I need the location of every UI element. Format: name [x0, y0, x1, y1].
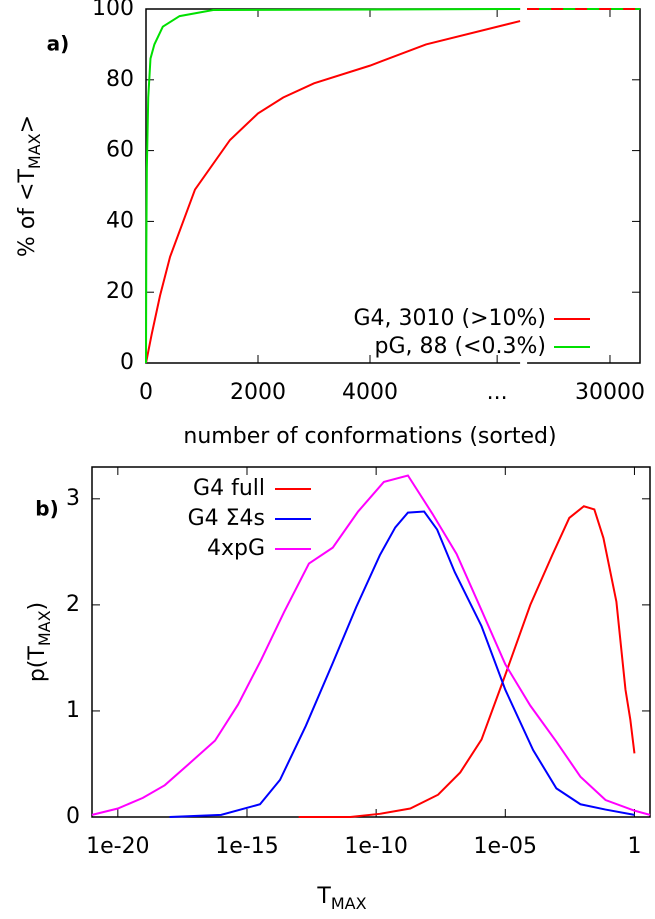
y-tick-label: 40: [106, 208, 134, 233]
y-axis-label-part: >: [15, 115, 40, 133]
legend-label: G4, 3010 (>10%): [353, 306, 546, 331]
y-axis-label-part: MAX: [35, 610, 54, 646]
series-line: [145, 8, 521, 364]
y-axis-label-part: % of <T: [15, 169, 40, 258]
x-axis-label-part: T: [316, 884, 331, 909]
y-tick-label: 3: [66, 486, 80, 511]
x-tick-label: ...: [487, 380, 508, 405]
legend-label: pG, 88 (<0.3%): [375, 334, 546, 359]
y-tick-label: 1: [66, 698, 80, 723]
series-line: [298, 505, 636, 818]
y-tick-label: 0: [66, 804, 80, 829]
x-tick-label: 30000: [575, 380, 645, 405]
y-axis-label-part: p(T: [25, 646, 50, 683]
series-line: [145, 20, 521, 364]
axis-break: [520, 361, 528, 365]
x-tick-label: 1e-15: [215, 834, 278, 859]
x-tick-label: 1e-20: [86, 834, 149, 859]
x-axis-label: TMAX: [316, 884, 366, 913]
y-axis-label-part: MAX: [25, 133, 44, 169]
y-tick-label: 0: [120, 350, 134, 375]
axis-break: [520, 7, 528, 11]
panel-label: b): [35, 497, 58, 521]
y-tick-label: 80: [106, 67, 134, 92]
x-tick-label: 1e-10: [344, 834, 407, 859]
y-axis-label: % of <TMAX>: [15, 115, 44, 257]
series-line: [169, 510, 635, 818]
x-axis-label: number of conformations (sorted): [183, 424, 556, 449]
y-tick-label: 2: [66, 592, 80, 617]
y-axis-label-part: ): [25, 602, 50, 611]
legend-label: G4 Σ4s: [188, 506, 265, 531]
x-tick-label: 4000: [342, 380, 398, 405]
x-tick-label: 1e-05: [474, 834, 537, 859]
y-tick-label: 100: [92, 0, 134, 21]
x-tick-label: 2000: [230, 380, 286, 405]
legend-label: G4 full: [193, 476, 265, 501]
plot-frame: [91, 466, 651, 818]
y-tick-label: 20: [106, 279, 134, 304]
x-tick-label: 1: [627, 834, 641, 859]
series-line: [91, 474, 651, 816]
legend-label: 4xpG: [207, 536, 265, 561]
panel-label: a): [47, 32, 70, 56]
y-axis-label: p(TMAX): [25, 602, 54, 682]
x-tick-label: 0: [139, 380, 153, 405]
y-tick-label: 60: [106, 138, 134, 163]
x-axis-label-part: MAX: [331, 894, 367, 913]
